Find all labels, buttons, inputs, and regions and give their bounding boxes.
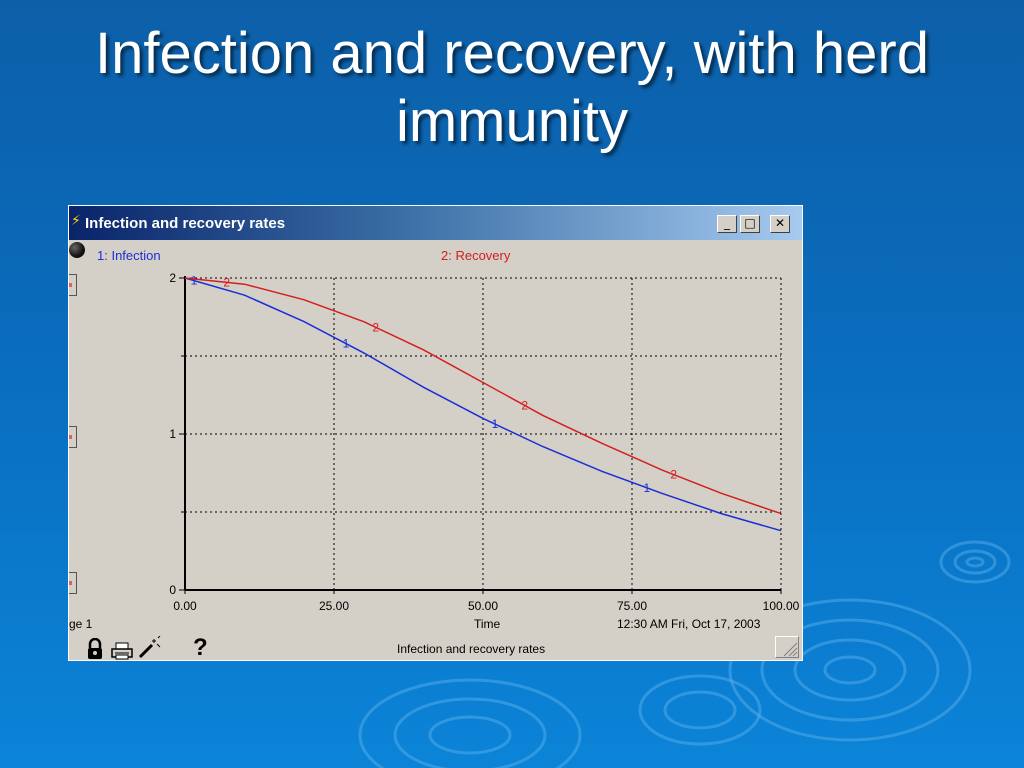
legend-series-2: 2: Recovery xyxy=(441,248,511,263)
graph-pad-ball-icon[interactable] xyxy=(69,242,85,258)
window-title: Infection and recovery rates xyxy=(85,215,286,232)
series-line-2 xyxy=(184,277,782,515)
series-marker-1: 1 xyxy=(191,274,198,288)
series-marker-2: 2 xyxy=(521,398,528,412)
scale-marker-top xyxy=(69,274,77,296)
print-icon[interactable] xyxy=(111,642,133,660)
run-timestamp: 12:30 AM Fri, Oct 17, 2003 xyxy=(617,617,761,631)
help-icon[interactable]: ? xyxy=(193,634,208,661)
maximize-button[interactable]: □ xyxy=(740,215,760,233)
page-label[interactable]: ge 1 xyxy=(69,617,93,631)
y-tick-label: 1 xyxy=(169,427,176,441)
slide-title: Infection and recovery, with herd immuni… xyxy=(0,20,1024,156)
series-marker-1: 1 xyxy=(644,481,651,495)
magic-wand-icon[interactable] xyxy=(137,636,161,660)
x-axis-label: Time xyxy=(474,617,501,631)
series-marker-2: 2 xyxy=(670,468,677,482)
close-button[interactable]: ✕ xyxy=(770,215,790,233)
scale-marker-bottom xyxy=(69,572,77,594)
scale-marker-middle xyxy=(69,426,77,448)
chart-ticks: 0.00 25.00 50.00 75.00 100.00 0 1 2 xyxy=(169,271,799,613)
y-tick-label: 0 xyxy=(169,583,176,597)
slide-title-line-2: immunity xyxy=(395,89,629,154)
graph-caption: Infection and recovery rates xyxy=(397,642,546,656)
lightning-icon: ⚡ xyxy=(71,213,81,229)
series-marker-1: 1 xyxy=(343,337,350,351)
x-tick-label: 50.00 xyxy=(468,599,498,613)
y-tick-label: 2 xyxy=(169,271,176,285)
x-tick-label: 25.00 xyxy=(319,599,349,613)
chart-grid xyxy=(185,277,782,590)
legend-series-1: 1: Infection xyxy=(97,248,161,263)
series-line-1 xyxy=(184,277,782,532)
x-tick-label: 100.00 xyxy=(763,599,800,613)
x-tick-label: 75.00 xyxy=(617,599,647,613)
lock-icon[interactable] xyxy=(87,638,103,660)
resize-grip-icon xyxy=(783,642,798,657)
line-chart: 0.00 25.00 50.00 75.00 100.00 0 1 2 1 1 1 1 2 2 2 2 xyxy=(169,271,799,613)
window-titlebar[interactable]: ⚡ Infection and recovery rates _ □ ✕ xyxy=(69,206,802,241)
series-marker-1: 1 xyxy=(492,417,499,431)
series-marker-2: 2 xyxy=(372,320,379,334)
series-marker-2: 2 xyxy=(223,275,230,289)
slide-title-line-1: Infection and recovery, with herd xyxy=(95,21,929,86)
graph-window: ⚡ Infection and recovery rates _ □ ✕ 1: … xyxy=(68,205,803,661)
resize-grip[interactable] xyxy=(775,636,799,658)
x-tick-label: 0.00 xyxy=(173,599,197,613)
minimize-button[interactable]: _ xyxy=(717,215,737,233)
chart-series: 1 1 1 1 2 2 2 2 xyxy=(184,274,782,532)
